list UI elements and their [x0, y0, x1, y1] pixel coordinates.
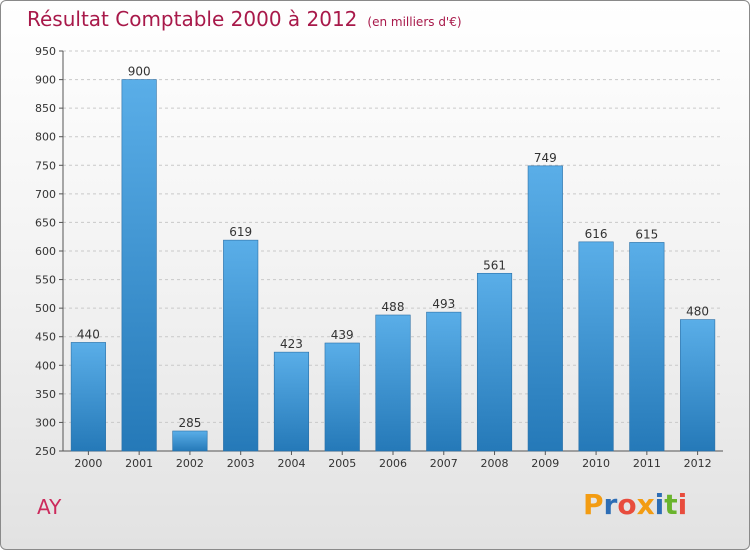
x-tick-label-2001: 2001	[125, 457, 153, 470]
logo-letter: i	[677, 488, 688, 521]
y-tick-label: 800	[35, 131, 56, 144]
x-tick-label-2012: 2012	[684, 457, 712, 470]
data-label-2003: 619	[229, 225, 252, 239]
bar-2011[interactable]	[629, 242, 665, 452]
chart-unit: (en milliers d'€)	[367, 15, 462, 29]
logo-letter: o	[617, 488, 637, 521]
y-tick-label: 700	[35, 188, 56, 201]
x-tick-label-2006: 2006	[379, 457, 407, 470]
bar-2010[interactable]	[578, 241, 614, 452]
data-label-2011: 615	[635, 227, 658, 241]
y-tick-label: 900	[35, 74, 56, 87]
data-label-2007: 493	[432, 297, 455, 311]
x-tick-label-2007: 2007	[430, 457, 458, 470]
y-tick-label: 550	[35, 274, 56, 287]
x-tick-label-2005: 2005	[328, 457, 356, 470]
logo-letter: x	[636, 488, 655, 521]
bar-2008[interactable]	[476, 272, 513, 452]
chart-title: Résultat Comptable 2000 à 2012	[27, 7, 358, 31]
y-tick-label: 650	[35, 216, 56, 229]
data-label-2010: 616	[585, 227, 608, 241]
data-label-2001: 900	[128, 65, 151, 79]
data-label-2012: 480	[686, 305, 709, 319]
y-tick-label: 750	[35, 159, 56, 172]
x-tick-label-2000: 2000	[74, 457, 102, 470]
x-tick-label-2002: 2002	[176, 457, 204, 470]
bars	[70, 79, 716, 452]
proxiti-logo[interactable]: Proxiti	[583, 488, 687, 521]
y-tick-label: 400	[35, 359, 56, 372]
bar-2007[interactable]	[426, 311, 462, 452]
data-label-2000: 440	[77, 327, 100, 341]
data-label-2005: 439	[331, 328, 354, 342]
x-tick-label-2010: 2010	[582, 457, 610, 470]
y-tick-label: 250	[35, 445, 56, 458]
x-tick-label-2004: 2004	[277, 457, 305, 470]
bar-2005[interactable]	[324, 342, 360, 452]
bar-2003[interactable]	[223, 239, 259, 452]
logo-letter: t	[664, 488, 678, 521]
y-tick-label: 950	[35, 45, 56, 58]
y-tick-label: 600	[35, 245, 56, 258]
bar-2006[interactable]	[375, 314, 411, 452]
y-tick-label: 500	[35, 302, 56, 315]
data-label-2009: 749	[534, 151, 557, 165]
bar-2012[interactable]	[680, 319, 716, 452]
y-tick-label: 350	[35, 388, 56, 401]
y-tick-label: 450	[35, 331, 56, 344]
labels: 250 300 350 400 450 500 550 600 650 700 750 800 850 9…	[35, 45, 712, 470]
data-label-2004: 423	[280, 337, 303, 351]
data-label-2008: 561	[483, 258, 506, 272]
bar-2009[interactable]	[527, 165, 563, 452]
x-tick-label-2011: 2011	[633, 457, 661, 470]
logo-letter: P	[583, 488, 604, 521]
y-tick-label: 300	[35, 416, 56, 429]
commune-name: AY	[37, 495, 62, 519]
data-label-2006: 488	[382, 300, 405, 314]
bar-2001[interactable]	[121, 79, 157, 452]
y-tick-label: 850	[35, 102, 56, 115]
logo-letter: r	[603, 488, 618, 521]
x-tick-label-2003: 2003	[227, 457, 255, 470]
logo-letter: i	[654, 488, 665, 521]
x-tick-label-2008: 2008	[481, 457, 509, 470]
bar-2004[interactable]	[273, 351, 310, 452]
chart-header: Résultat Comptable 2000 à 2012 (en millie…	[27, 7, 462, 31]
x-tick-label-2009: 2009	[531, 457, 559, 470]
bar-2000[interactable]	[70, 342, 106, 452]
bar-2002[interactable]	[172, 430, 208, 452]
data-label-2002: 285	[178, 416, 201, 430]
